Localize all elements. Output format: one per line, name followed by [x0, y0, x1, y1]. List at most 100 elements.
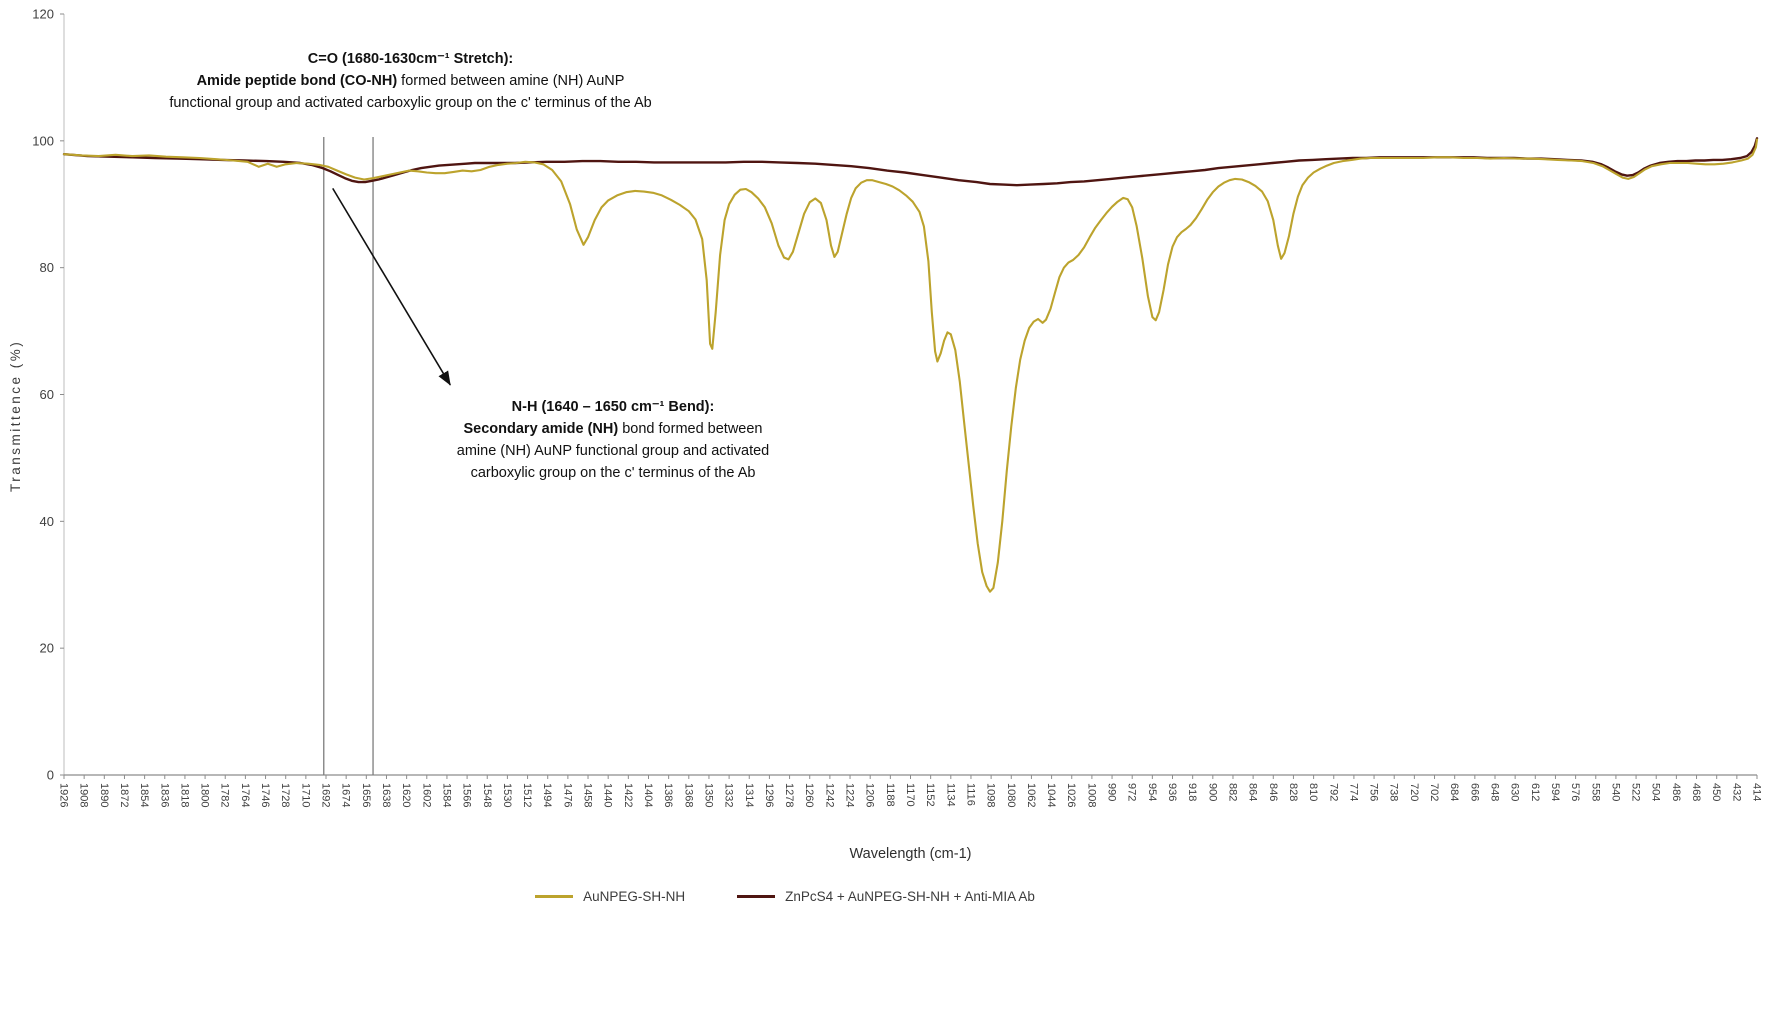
x-tick-label: 1476	[561, 783, 573, 807]
x-axis-title: Wavelength (cm-1)	[849, 846, 972, 862]
x-tick-label: 756	[1368, 783, 1380, 801]
x-tick-label: 702	[1428, 783, 1440, 801]
x-tick-label: 1854	[138, 783, 150, 807]
x-tick-label: 684	[1448, 783, 1460, 801]
x-tick-label: 432	[1730, 783, 1742, 801]
x-tick-label: 810	[1307, 783, 1319, 801]
x-tick-label: 1890	[98, 783, 110, 807]
x-tick-label: 1026	[1065, 783, 1077, 807]
x-tick-label: 576	[1569, 783, 1581, 801]
x-tick-label: 1782	[219, 783, 231, 807]
x-tick-label: 1350	[702, 783, 714, 807]
x-tick-label: 504	[1650, 783, 1662, 801]
x-tick-label: 612	[1529, 783, 1541, 801]
legend: AuNPEG-SH-NH ZnPcS4 + AuNPEG-SH-NH + Ant…	[0, 889, 1570, 904]
x-tick-label: 648	[1488, 783, 1500, 801]
x-tick-label: 882	[1226, 783, 1238, 801]
x-tick-label: 1548	[481, 783, 493, 807]
x-tick-label: 1206	[864, 783, 876, 807]
y-tick-label: 80	[40, 260, 54, 275]
co-annotation-line1: C=O (1680-1630cm⁻¹ Stretch):	[307, 51, 514, 67]
x-tick-label: 1620	[400, 783, 412, 807]
x-tick-label: 1836	[158, 783, 170, 807]
x-tick-label: 828	[1287, 783, 1299, 801]
nh-annotation-line2-bold: Secondary amide (NH)	[463, 421, 619, 438]
x-tick-label: 1440	[602, 783, 614, 807]
legend-label-aunpeg: AuNPEG-SH-NH	[583, 889, 686, 904]
x-tick-label: 1692	[320, 783, 332, 807]
x-tick-label: 1818	[178, 783, 190, 807]
x-tick-label: 1404	[642, 783, 654, 807]
x-tick-label: 972	[1126, 783, 1138, 801]
co-stretch-annotation: C=O (1680-1630cm⁻¹ Stretch): Amide pepti…	[88, 48, 733, 114]
annotation-arrow	[332, 187, 451, 386]
x-tick-label: 1044	[1045, 783, 1057, 807]
x-tick-label: 450	[1710, 783, 1722, 801]
x-tick-label: 846	[1267, 783, 1279, 801]
x-tick-label: 1710	[299, 783, 311, 807]
x-tick-label: 1908	[78, 783, 90, 807]
x-tick-label: 918	[1186, 783, 1198, 801]
co-annotation-line2-bold: Amide peptide bond (CO-NH)	[196, 73, 398, 90]
x-tick-label: 1512	[521, 783, 533, 807]
x-tick-label: 1458	[582, 783, 594, 807]
legend-item-znpcs4: ZnPcS4 + AuNPEG-SH-NH + Anti-MIA Ab	[737, 889, 1035, 904]
x-tick-label: 1602	[420, 783, 432, 807]
x-tick-label: 540	[1609, 783, 1621, 801]
x-tick-label: 1116	[964, 783, 976, 806]
x-tick-label: 1260	[803, 783, 815, 807]
nh-annotation-line2: Secondary amide (NH) bond formed between	[413, 418, 813, 440]
co-annotation-line2: Amide peptide bond (CO-NH) formed betwee…	[88, 70, 733, 92]
x-tick-label: 1332	[723, 783, 735, 807]
x-tick-label: 1494	[541, 783, 553, 807]
nh-bend-annotation: N-H (1640 – 1650 cm⁻¹ Bend): Secondary a…	[413, 396, 813, 484]
x-tick-label: 1062	[1025, 783, 1037, 807]
y-tick-label: 60	[40, 387, 54, 402]
y-tick-label: 40	[40, 514, 54, 529]
x-tick-label: 1656	[360, 783, 372, 807]
x-tick-label: 1530	[501, 783, 513, 807]
x-tick-label: 1800	[199, 783, 211, 807]
x-tick-label: 1674	[340, 783, 352, 807]
series-line	[62, 137, 1759, 187]
x-tick-label: 738	[1388, 783, 1400, 801]
y-tick-label: 120	[32, 7, 54, 22]
x-tick-label: 522	[1630, 783, 1642, 801]
x-tick-label: 1134	[944, 783, 956, 807]
x-tick-label: 1728	[279, 783, 291, 807]
x-tick-label: 1098	[985, 783, 997, 807]
x-tick-label: 864	[1247, 783, 1259, 801]
x-tick-label: 774	[1347, 783, 1359, 801]
x-tick-label: 720	[1408, 783, 1420, 801]
x-tick-label: 1926	[58, 783, 70, 807]
legend-label-znpcs4: ZnPcS4 + AuNPEG-SH-NH + Anti-MIA Ab	[785, 889, 1035, 904]
series-line	[62, 138, 1759, 593]
x-tick-label: 1584	[440, 783, 452, 807]
x-tick-label: 1080	[1005, 783, 1017, 807]
legend-item-aunpeg: AuNPEG-SH-NH	[535, 889, 685, 904]
x-tick-label: 666	[1468, 783, 1480, 801]
x-tick-label: 1242	[823, 783, 835, 807]
x-tick-label: 792	[1327, 783, 1339, 801]
x-tick-label: 1638	[380, 783, 392, 807]
x-tick-label: 1224	[844, 783, 856, 807]
y-axis-title: Transmittence (%)	[8, 339, 23, 492]
nh-annotation-line1: N-H (1640 – 1650 cm⁻¹ Bend):	[511, 399, 715, 415]
x-tick-label: 936	[1166, 783, 1178, 801]
x-tick-label: 1170	[904, 783, 916, 807]
x-tick-label: 594	[1549, 783, 1561, 801]
x-tick-label: 1764	[239, 783, 251, 807]
y-tick-label: 0	[47, 768, 54, 783]
x-tick-label: 1422	[622, 783, 634, 807]
x-tick-label: 1368	[682, 783, 694, 807]
nh-annotation-line2-rest: bond formed between	[618, 421, 763, 438]
x-tick-label: 414	[1751, 783, 1763, 801]
x-tick-label: 1566	[461, 783, 473, 807]
x-tick-label: 468	[1690, 783, 1702, 801]
x-tick-label: 1278	[783, 783, 795, 807]
x-tick-label: 1872	[118, 783, 130, 807]
x-tick-label: 486	[1670, 783, 1682, 801]
x-tick-label: 1188	[884, 783, 896, 807]
y-tick-label: 20	[40, 641, 54, 656]
